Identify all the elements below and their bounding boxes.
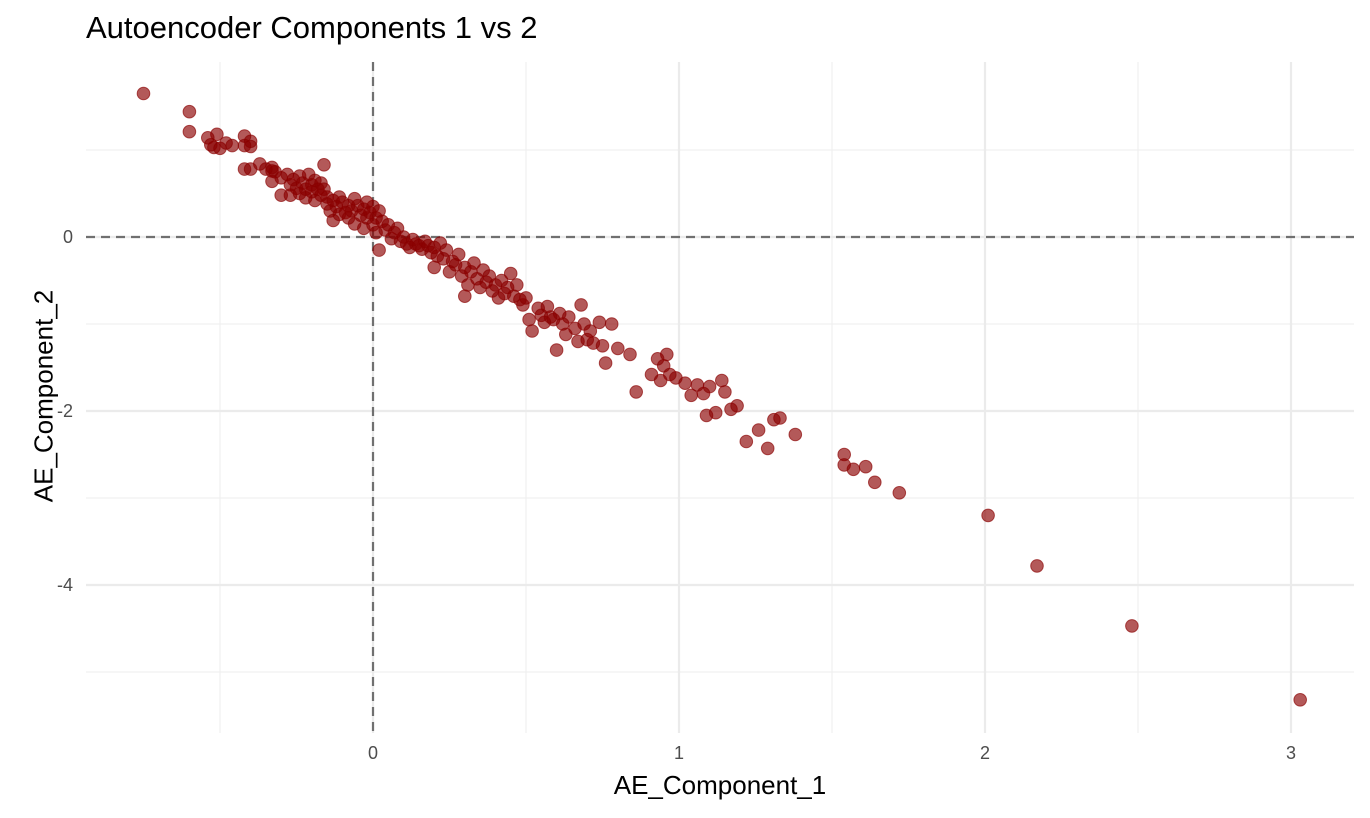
data-point bbox=[562, 310, 576, 324]
data-point bbox=[660, 347, 674, 362]
data-point bbox=[718, 385, 732, 399]
data-point bbox=[458, 289, 472, 304]
data-point bbox=[136, 86, 151, 101]
x-axis-tick-labels: 0 1 2 3 bbox=[368, 743, 1296, 763]
data-point bbox=[317, 158, 331, 172]
data-point bbox=[182, 104, 197, 119]
data-point bbox=[715, 373, 729, 388]
data-point bbox=[604, 317, 619, 331]
x-tick-label: 1 bbox=[674, 743, 684, 763]
x-tick-label: 2 bbox=[980, 743, 990, 763]
minor-gridlines bbox=[86, 62, 1354, 733]
data-point bbox=[451, 247, 466, 262]
data-point bbox=[574, 298, 588, 312]
data-point bbox=[225, 138, 239, 153]
data-point bbox=[592, 315, 607, 330]
data-point bbox=[182, 124, 197, 139]
data-point bbox=[595, 339, 610, 353]
data-point bbox=[1030, 559, 1044, 573]
data-point bbox=[629, 385, 644, 399]
data-point bbox=[858, 459, 873, 474]
data-point bbox=[892, 486, 907, 500]
data-point bbox=[467, 256, 481, 270]
data-point bbox=[243, 139, 258, 154]
data-point bbox=[1125, 619, 1139, 633]
x-tick-label: 3 bbox=[1286, 743, 1296, 763]
chart-title: Autoencoder Components 1 vs 2 bbox=[86, 10, 538, 45]
zero-reference-lines bbox=[86, 62, 1354, 733]
data-point bbox=[751, 423, 766, 437]
data-point bbox=[598, 356, 613, 370]
y-axis-tick-labels: 0 -2 -4 bbox=[57, 227, 73, 595]
data-point bbox=[503, 266, 518, 281]
data-point bbox=[788, 427, 803, 442]
data-point bbox=[510, 278, 524, 292]
data-point bbox=[760, 441, 775, 456]
data-point bbox=[525, 324, 539, 338]
data-point bbox=[549, 343, 564, 357]
y-tick-label: 0 bbox=[63, 227, 73, 247]
data-point bbox=[1293, 693, 1307, 707]
data-point bbox=[846, 462, 861, 477]
data-point bbox=[678, 376, 692, 391]
data-points bbox=[136, 86, 1307, 707]
x-axis-title: AE_Component_1 bbox=[613, 770, 827, 800]
data-point bbox=[522, 312, 536, 327]
data-point bbox=[730, 399, 744, 413]
data-point bbox=[773, 411, 787, 425]
data-point bbox=[611, 341, 625, 356]
data-point bbox=[210, 127, 224, 142]
data-point bbox=[623, 347, 637, 362]
data-point bbox=[439, 243, 454, 257]
data-point bbox=[372, 243, 386, 257]
data-point bbox=[981, 508, 995, 523]
data-point bbox=[739, 434, 754, 449]
y-tick-label: -2 bbox=[57, 401, 73, 421]
x-tick-label: 0 bbox=[368, 743, 378, 763]
data-point bbox=[519, 291, 533, 305]
data-point bbox=[868, 475, 882, 490]
data-point bbox=[708, 405, 723, 420]
y-tick-label: -4 bbox=[57, 575, 73, 595]
y-axis-title: AE_Component_2 bbox=[28, 289, 59, 503]
data-point bbox=[702, 379, 717, 394]
